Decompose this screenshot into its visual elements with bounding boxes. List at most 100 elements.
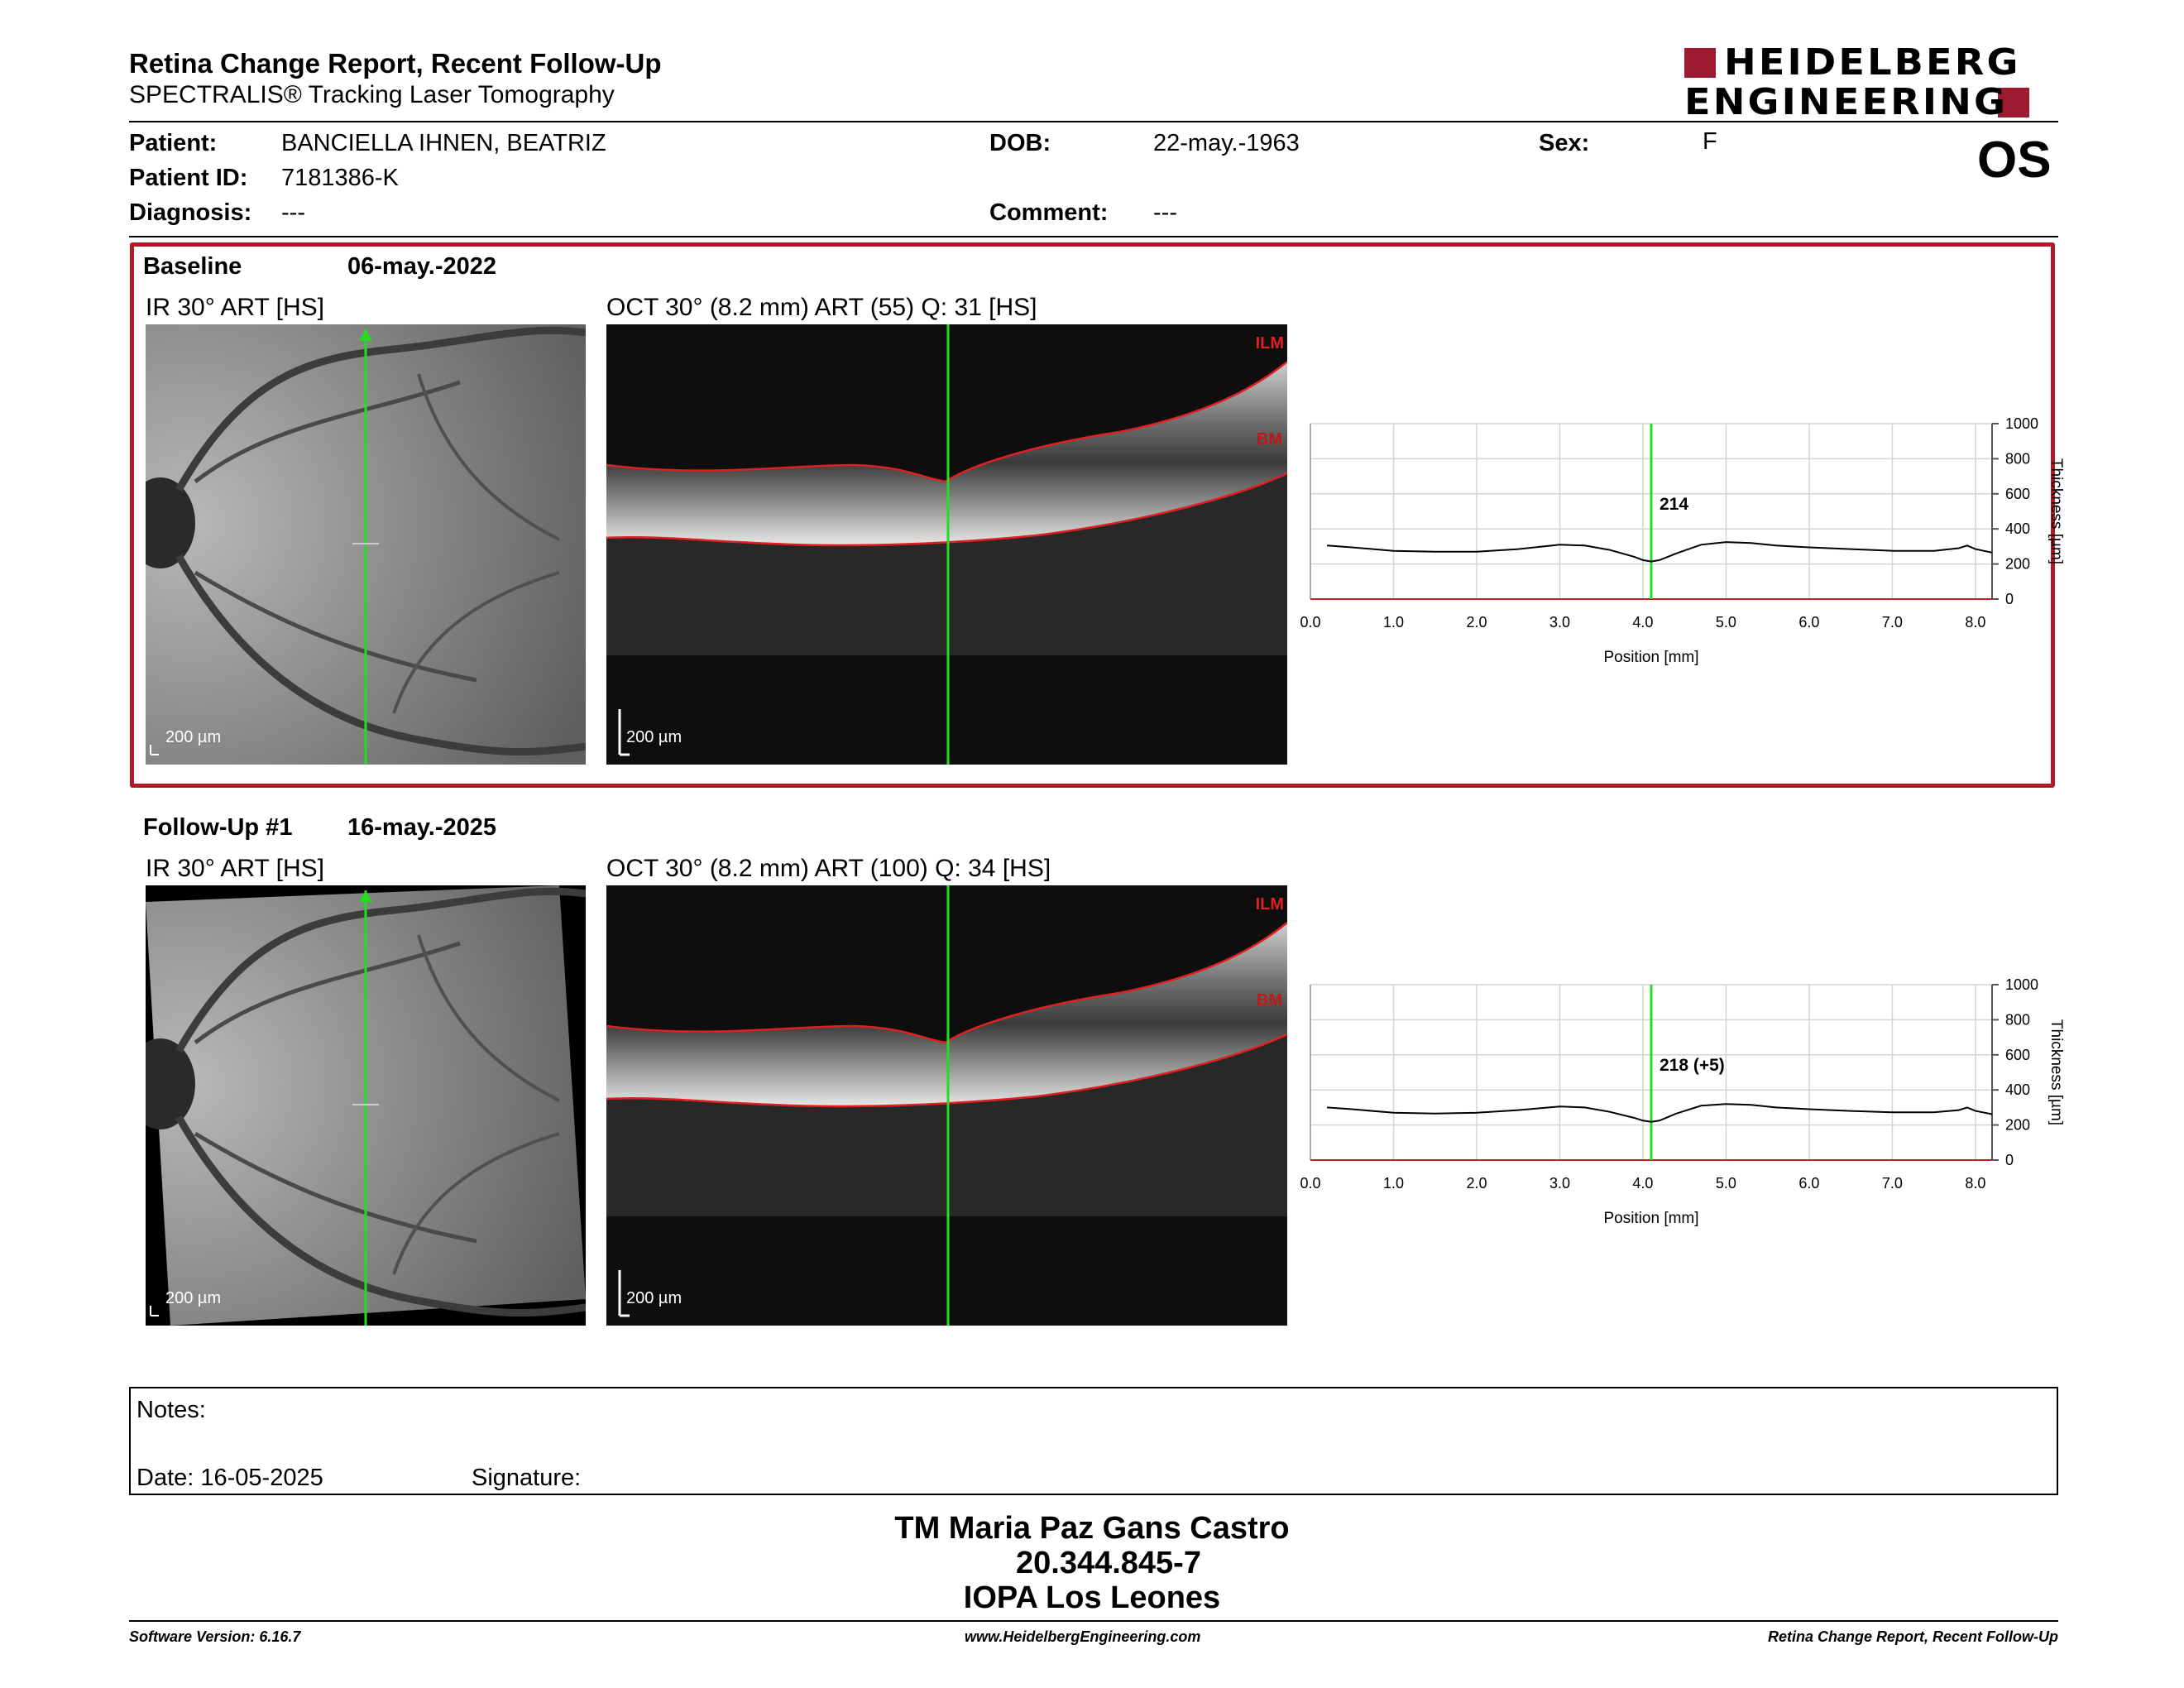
footer-report-name: Retina Change Report, Recent Follow-Up: [1767, 1628, 2058, 1645]
notes-date: Date: 16-05-2025: [136, 1465, 323, 1491]
oct-bscan-image[interactable]: ILM BM 200 µm: [606, 324, 1287, 765]
logo-square-icon: [1684, 48, 1716, 78]
patient-id: 7181386-K: [281, 165, 399, 191]
software-version: Software Version: 6.16.7: [129, 1628, 301, 1645]
patient-divider: [129, 236, 2058, 237]
exam-label: Baseline: [143, 253, 242, 280]
exam-label: Follow-Up #1: [143, 814, 293, 841]
ir-image-label: IR 30° ART [HS]: [146, 294, 324, 321]
sex-label: Sex:: [1539, 130, 1590, 156]
comment-label: Comment:: [989, 199, 1109, 226]
y-tick-label: 0: [2005, 1152, 2014, 1168]
y-tick-label: 200: [2005, 1117, 2030, 1134]
ilm-label: ILM: [1255, 334, 1284, 352]
ir-fundus-drawing: [146, 885, 586, 1326]
thickness-series-line: [1327, 541, 1993, 563]
x-tick-label: 5.0: [1716, 614, 1736, 631]
ir-scale-bar: 200 µm: [165, 1289, 222, 1307]
diagnosis-label: Diagnosis:: [129, 199, 252, 226]
x-tick-label: 6.0: [1798, 1175, 1819, 1192]
x-tick-label: 7.0: [1882, 614, 1903, 631]
oct-scale-bar: 200 µm: [626, 1289, 682, 1307]
bm-label: BM: [1256, 991, 1282, 1009]
notes-label: Notes:: [136, 1397, 206, 1423]
footer-divider: [129, 1620, 2058, 1622]
exam-date: 06-may.-2022: [347, 253, 497, 280]
ir-scale-bar: 200 µm: [165, 728, 222, 746]
thickness-chart: 0.0 1.0 2.0 3.0 4.0 5.0 6.0 7.0 8.0 0 200 400 600 800…: [1299, 973, 2076, 1238]
y-tick-label: 600: [2005, 1047, 2030, 1063]
y-tick-label: 800: [2005, 450, 2030, 467]
signer-name: TM Maria Paz Gans Castro: [894, 1511, 1290, 1546]
diagnosis-value: ---: [281, 199, 305, 226]
y-tick-label: 0: [2005, 591, 2014, 607]
x-tick-label: 8.0: [1965, 1175, 1985, 1192]
y-tick-label: 800: [2005, 1011, 2030, 1028]
baseline-selection-box: [130, 242, 2055, 788]
x-axis-label: Position [mm]: [1603, 1210, 1698, 1227]
notes-box: Notes: Date: 16-05-2025 Signature:: [129, 1387, 2058, 1495]
x-tick-label: 8.0: [1965, 614, 1985, 631]
cursor-value-label: 218 (+5): [1660, 1056, 1725, 1075]
x-tick-label: 0.0: [1300, 1175, 1320, 1192]
oct-image-label: OCT 30° (8.2 mm) ART (55) Q: 31 [HS]: [606, 294, 1037, 321]
cursor-value-label: 214: [1660, 495, 1688, 514]
x-axis-label: Position [mm]: [1603, 649, 1698, 666]
oct-scale-bar: 200 µm: [626, 728, 682, 746]
dob-label: DOB:: [989, 130, 1051, 156]
oct-bscan-drawing: [606, 324, 1287, 765]
ir-fundus-image[interactable]: 200 µm: [146, 324, 586, 765]
y-tick-label: 1000: [2005, 415, 2038, 432]
ir-fundus-drawing: [146, 324, 586, 765]
thickness-chart: 0.0 1.0 2.0 3.0 4.0 5.0 6.0 7.0 8.0 0 200 400 600 800…: [1299, 412, 2076, 677]
y-axis-label: Thickness [µm]: [2048, 458, 2065, 564]
sex-value: F: [1703, 128, 1717, 155]
logo-line1: HEIDELBERG: [1724, 41, 2021, 84]
ir-fundus-image[interactable]: 200 µm: [146, 885, 586, 1326]
y-tick-label: 400: [2005, 520, 2030, 537]
patient-label: Patient:: [129, 130, 218, 156]
signature-label: Signature:: [472, 1465, 582, 1491]
thickness-series-line: [1327, 1103, 1993, 1123]
x-tick-label: 4.0: [1632, 614, 1653, 631]
eye-indicator: OS: [1977, 132, 2052, 189]
header-divider: [129, 121, 2058, 122]
x-tick-label: 1.0: [1383, 614, 1404, 631]
x-tick-label: 3.0: [1549, 1175, 1570, 1192]
report-subtitle: SPECTRALIS® Tracking Laser Tomography: [129, 81, 615, 108]
oct-image-label: OCT 30° (8.2 mm) ART (100) Q: 34 [HS]: [606, 855, 1051, 882]
oct-bscan-image[interactable]: ILM BM 200 µm: [606, 885, 1287, 1326]
heidelberg-logo: HEIDELBERG ENGINEERING: [1684, 45, 2060, 121]
website-link[interactable]: www.HeidelbergEngineering.com: [965, 1628, 1201, 1645]
x-tick-label: 2.0: [1466, 614, 1487, 631]
x-tick-label: 7.0: [1882, 1175, 1903, 1192]
comment-value: ---: [1153, 199, 1177, 226]
patient-name: BANCIELLA IHNEN, BEATRIZ: [281, 130, 606, 156]
y-axis-label: Thickness [µm]: [2048, 1019, 2065, 1125]
y-tick-label: 200: [2005, 556, 2030, 573]
signer-id: 20.344.845-7: [1016, 1546, 1201, 1580]
x-tick-label: 6.0: [1798, 614, 1819, 631]
ir-image-label: IR 30° ART [HS]: [146, 855, 324, 882]
logo-line2: ENGINEERING: [1684, 81, 2009, 123]
x-tick-label: 3.0: [1549, 614, 1570, 631]
exam-date: 16-may.-2025: [347, 814, 497, 841]
thickness-chart-svg: 0.0 1.0 2.0 3.0 4.0 5.0 6.0 7.0 8.0 0 200 400 600 800…: [1300, 976, 2065, 1227]
x-tick-label: 5.0: [1716, 1175, 1736, 1192]
thickness-chart-svg: 0.0 1.0 2.0 3.0 4.0 5.0 6.0 7.0 8.0 0 200 400 600 800…: [1300, 415, 2065, 666]
x-tick-label: 2.0: [1466, 1175, 1487, 1192]
logo-square-icon: [1997, 88, 2029, 117]
x-tick-label: 0.0: [1300, 614, 1320, 631]
report-title: Retina Change Report, Recent Follow-Up: [129, 48, 662, 79]
dob-value: 22-may.-1963: [1153, 130, 1300, 156]
y-tick-label: 400: [2005, 1081, 2030, 1098]
patient-id-label: Patient ID:: [129, 165, 248, 191]
oct-bscan-drawing: [606, 885, 1287, 1326]
ilm-label: ILM: [1255, 895, 1284, 914]
bm-label: BM: [1256, 430, 1282, 448]
signer-org: IOPA Los Leones: [963, 1580, 1221, 1615]
x-tick-label: 1.0: [1383, 1175, 1404, 1192]
x-tick-label: 4.0: [1632, 1175, 1653, 1192]
y-tick-label: 1000: [2005, 976, 2038, 993]
y-tick-label: 600: [2005, 486, 2030, 502]
